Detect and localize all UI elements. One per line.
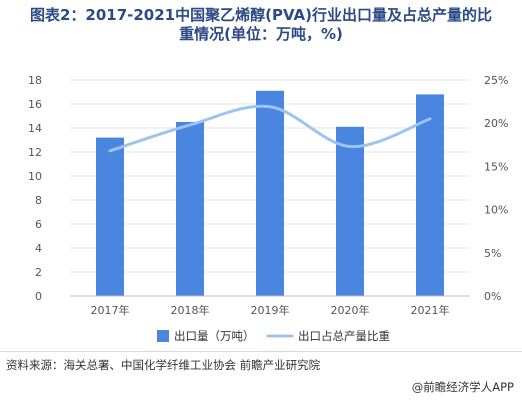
legend-label-line: 出口占总产量比重	[298, 329, 390, 343]
chart-title-line1: 图表2：2017-2021中国聚乙烯醇(PVA)行业出口量及占总产量的比	[29, 6, 493, 24]
x-axis-tick-label: 2018年	[171, 303, 210, 317]
right-axis-tick-label: 20%	[484, 117, 508, 130]
legend-label-bar: 出口量（万吨）	[174, 329, 255, 343]
x-axis-tick-label: 2021年	[411, 303, 450, 317]
left-axis-tick-label: 18	[28, 74, 42, 87]
bar	[96, 137, 124, 296]
brand-label: @前瞻经济学人APP	[411, 380, 514, 394]
combo-chart: 0 2 4 6 8 10 12 14 16 18 0% 5% 10% 15% 20% 25% 2017年 2018…	[28, 74, 508, 343]
footer-divider	[0, 351, 522, 352]
left-axis-tick-label: 16	[28, 98, 42, 111]
x-axis-tick-label: 2017年	[91, 303, 130, 317]
bar	[256, 90, 284, 296]
bar	[176, 122, 204, 296]
axes: 0 2 4 6 8 10 12 14 16 18 0% 5% 10% 15% 20% 25% 2017年 2018…	[28, 74, 508, 317]
x-axis-tick-label: 2020年	[331, 303, 370, 317]
left-axis-tick-label: 0	[35, 290, 42, 303]
chart-title: 图表2：2017-2021中国聚乙烯醇(PVA)行业出口量及占总产量的比 重情况…	[0, 6, 522, 44]
line-series	[108, 104, 432, 153]
x-axis-tick-label: 2019年	[251, 303, 290, 317]
bar-series	[96, 90, 444, 297]
right-axis-tick-label: 15%	[484, 160, 508, 173]
source-note: 资料来源：海关总署、中国化学纤维工业协会 前瞻产业研究院	[6, 358, 321, 372]
left-axis-tick-label: 12	[28, 146, 42, 159]
left-axis-tick-label: 10	[28, 170, 42, 183]
legend-swatch-bar	[157, 330, 169, 342]
right-axis-tick-label: 25%	[484, 74, 508, 87]
ratio-line	[108, 104, 432, 153]
chart-title-line2: 重情况(单位：万吨，%)	[179, 25, 343, 43]
bar	[336, 126, 364, 296]
bar	[416, 94, 444, 297]
right-axis-tick-label: 5%	[484, 247, 501, 260]
left-axis-tick-label: 4	[35, 242, 42, 255]
left-axis-tick-label: 2	[35, 266, 42, 279]
left-axis-tick-label: 14	[28, 122, 42, 135]
right-axis-tick-label: 0%	[484, 290, 501, 303]
left-axis-tick-label: 6	[35, 218, 42, 231]
left-axis-tick-label: 8	[35, 194, 42, 207]
legend: 出口量（万吨） 出口占总产量比重	[157, 329, 390, 343]
right-axis-tick-label: 10%	[484, 204, 508, 217]
